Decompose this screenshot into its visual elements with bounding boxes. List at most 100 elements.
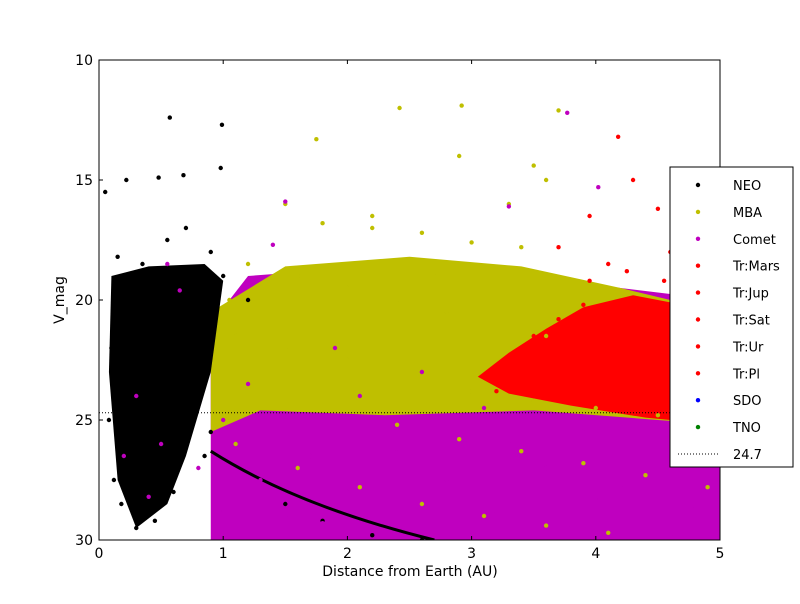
tr-mars-point bbox=[624, 269, 630, 274]
comet-point bbox=[506, 441, 512, 447]
tr-mars-point bbox=[655, 206, 661, 211]
neo-point bbox=[173, 446, 179, 451]
neo-point bbox=[218, 165, 223, 171]
comet-point bbox=[221, 417, 226, 423]
mba-point bbox=[456, 437, 462, 442]
legend-marker bbox=[695, 290, 701, 295]
tr-mars-point bbox=[494, 389, 499, 394]
mba-point bbox=[283, 345, 288, 351]
mba-point bbox=[456, 153, 462, 159]
comet-point bbox=[158, 441, 164, 447]
neo-point bbox=[131, 437, 136, 442]
mba-point bbox=[370, 225, 375, 231]
neo-point bbox=[152, 441, 158, 447]
neo-point bbox=[146, 345, 151, 351]
neo-point bbox=[127, 345, 133, 351]
comet-point bbox=[345, 489, 350, 495]
legend-label: Comet bbox=[733, 233, 776, 248]
legend-marker bbox=[695, 263, 701, 268]
tr-mars-point bbox=[630, 177, 636, 183]
legend-box bbox=[669, 166, 794, 468]
tr-mars-point bbox=[581, 302, 586, 307]
comet-point bbox=[332, 345, 338, 351]
comet-point bbox=[121, 453, 127, 459]
comet-point bbox=[596, 185, 601, 190]
mba-point bbox=[394, 422, 400, 427]
neo-point bbox=[171, 369, 176, 375]
density-bands bbox=[108, 256, 720, 540]
comet-point bbox=[165, 261, 170, 267]
comet-point bbox=[221, 509, 226, 514]
comet-point bbox=[370, 528, 375, 533]
mba-point bbox=[314, 137, 319, 142]
neo-point bbox=[111, 477, 117, 483]
mba-point bbox=[519, 245, 524, 250]
mba-point bbox=[543, 523, 549, 528]
neo-point bbox=[158, 309, 164, 315]
x-tick-label: 4 bbox=[591, 546, 600, 562]
y-axis-label: V_mag bbox=[52, 276, 68, 324]
mba-point bbox=[419, 501, 425, 507]
tr-mars-point bbox=[661, 278, 667, 283]
neo-point bbox=[165, 237, 170, 243]
comet-point bbox=[432, 417, 437, 423]
comet-point bbox=[419, 369, 425, 375]
neo-point bbox=[177, 321, 182, 327]
mba-point bbox=[444, 309, 449, 315]
comet-point bbox=[270, 242, 276, 247]
neo-point bbox=[119, 501, 124, 507]
mba-point bbox=[459, 103, 464, 108]
tr-mars-point bbox=[568, 357, 574, 363]
neo-point bbox=[103, 189, 108, 195]
neo-point bbox=[219, 122, 225, 128]
neo-point bbox=[183, 225, 189, 231]
mba-point bbox=[543, 177, 549, 183]
mba-point bbox=[519, 449, 524, 454]
legend-label: Tr:Ur bbox=[732, 340, 764, 355]
comet-point bbox=[568, 525, 574, 531]
legend-marker bbox=[695, 344, 701, 349]
comet-point bbox=[283, 199, 288, 204]
legend-label: SDO bbox=[733, 394, 762, 409]
tr-mars-point bbox=[655, 307, 661, 312]
mba-point bbox=[419, 230, 425, 235]
comet-point bbox=[444, 477, 449, 483]
legend-marker bbox=[695, 371, 701, 376]
mba-point bbox=[606, 530, 611, 535]
x-axis-label: Distance from Earth (AU) bbox=[322, 564, 497, 580]
y-tick-label: 10 bbox=[75, 53, 93, 69]
comet-point bbox=[481, 405, 487, 411]
comet-point bbox=[506, 204, 512, 209]
axis-ticks: 0 1 2 3 4 5 10 15 20 25 30 bbox=[75, 53, 724, 562]
comet-point bbox=[643, 516, 648, 521]
neo-point bbox=[370, 533, 375, 538]
comet-point bbox=[357, 393, 363, 399]
legend-marker bbox=[695, 317, 701, 322]
tr-mars-point bbox=[618, 353, 623, 358]
mba-point bbox=[258, 393, 263, 399]
mba-point bbox=[370, 213, 375, 219]
mba-point bbox=[345, 285, 350, 291]
neo-point bbox=[152, 518, 158, 523]
mba-point bbox=[295, 465, 300, 471]
neo-point bbox=[143, 413, 149, 418]
comet-point bbox=[245, 381, 251, 387]
mba-point bbox=[295, 273, 300, 279]
mba-point bbox=[357, 485, 363, 490]
mba-point bbox=[593, 405, 598, 411]
neo-point bbox=[121, 309, 127, 315]
neo-point bbox=[202, 453, 207, 459]
mba-point bbox=[245, 261, 251, 267]
neo-point bbox=[183, 285, 189, 291]
tr-mars-point bbox=[606, 309, 611, 315]
neo-point bbox=[196, 393, 201, 399]
neo-point bbox=[134, 525, 139, 531]
comet-point bbox=[692, 504, 698, 509]
neo-density-region bbox=[108, 264, 224, 528]
neo-point bbox=[208, 429, 213, 435]
comet-point bbox=[407, 535, 412, 540]
neo-point bbox=[156, 175, 161, 180]
x-tick-label: 2 bbox=[343, 546, 352, 562]
comet-point bbox=[283, 513, 288, 519]
comet-point bbox=[655, 453, 661, 459]
